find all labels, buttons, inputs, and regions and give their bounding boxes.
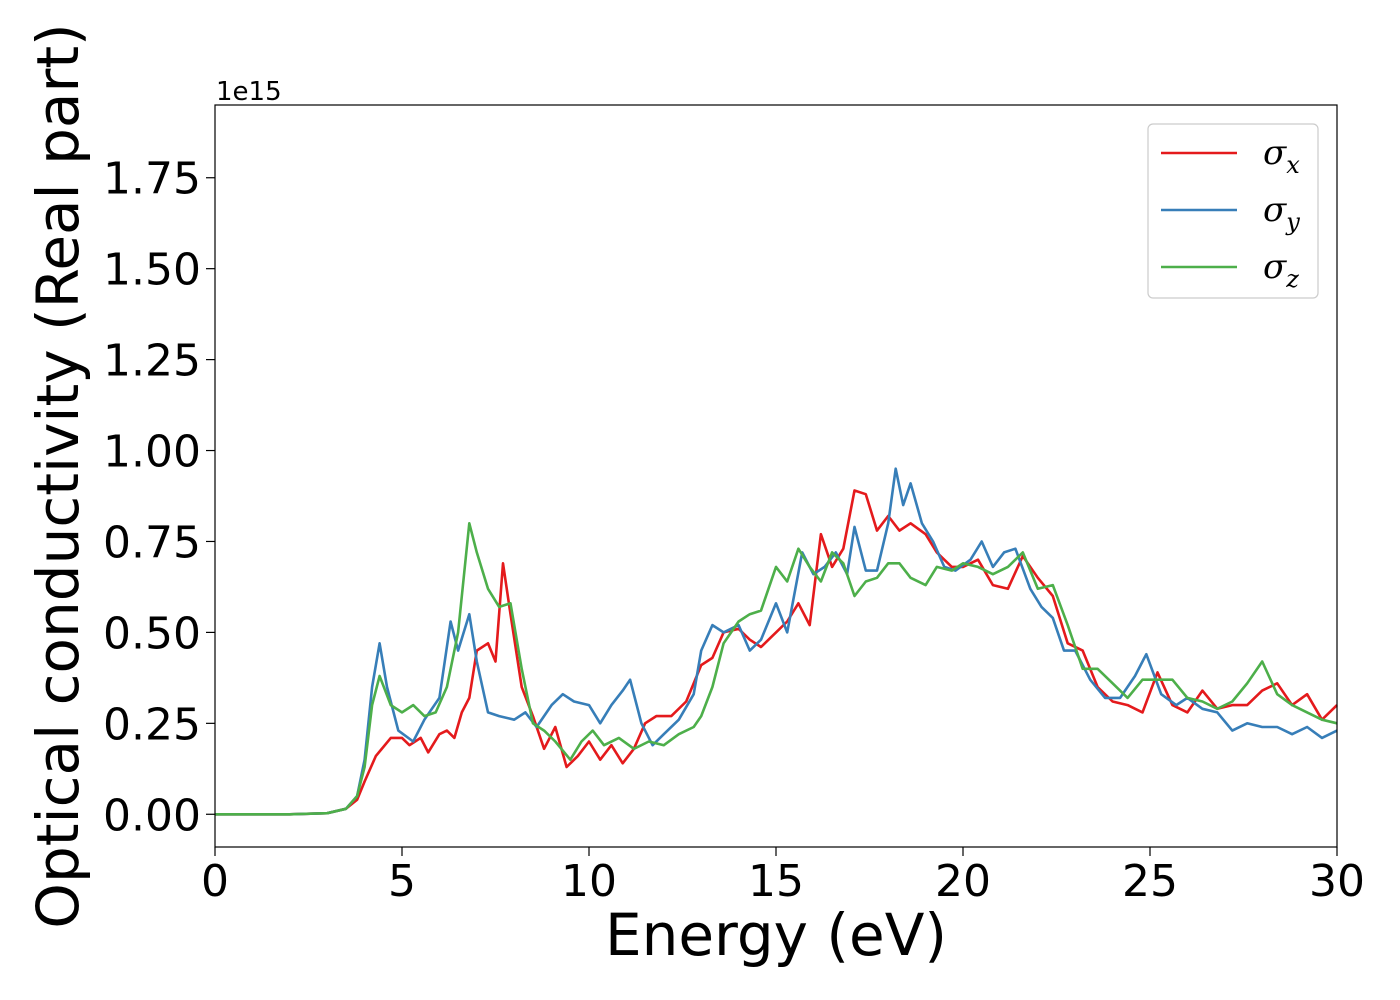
y-tick-label: 0.50 — [103, 608, 201, 659]
x-axis: 0 5 10 15 20 25 30 — [201, 847, 1365, 907]
y-tick-label: 0.25 — [103, 699, 201, 750]
y-tick-label: 1.25 — [103, 336, 201, 387]
x-tick-label: 25 — [1122, 856, 1178, 907]
x-tick-label: 0 — [201, 856, 229, 907]
x-tick-label: 15 — [748, 856, 804, 907]
series-line-sigma-z — [215, 522, 1338, 816]
legend-label-sigma-z: σz — [1263, 247, 1299, 293]
x-axis-title: Energy (eV) — [605, 901, 947, 969]
y-tick-label: 0.00 — [103, 790, 201, 841]
legend-label-sigma-x: σx — [1263, 133, 1300, 179]
x-tick-label: 10 — [561, 856, 617, 907]
series-line-sigma-x — [215, 489, 1338, 816]
y-tick-label: 1.00 — [103, 427, 201, 478]
y-axis-title: Optical conductivity (Real part) — [24, 23, 92, 928]
x-tick-label: 20 — [935, 856, 991, 907]
series-layer — [215, 467, 1338, 816]
y-axis: 0.00 0.25 0.50 0.75 1.00 1.25 1.50 1.75 — [103, 154, 215, 841]
y-tick-label: 0.75 — [103, 517, 201, 568]
x-tick-label: 30 — [1309, 856, 1365, 907]
legend-label-sigma-y: σy — [1263, 190, 1300, 236]
legend: σx σy σz — [1147, 123, 1319, 299]
y-offset-text: 1e15 — [216, 77, 282, 107]
y-tick-label: 1.50 — [103, 245, 201, 296]
x-tick-label: 5 — [388, 856, 416, 907]
y-tick-label: 1.75 — [103, 154, 201, 205]
